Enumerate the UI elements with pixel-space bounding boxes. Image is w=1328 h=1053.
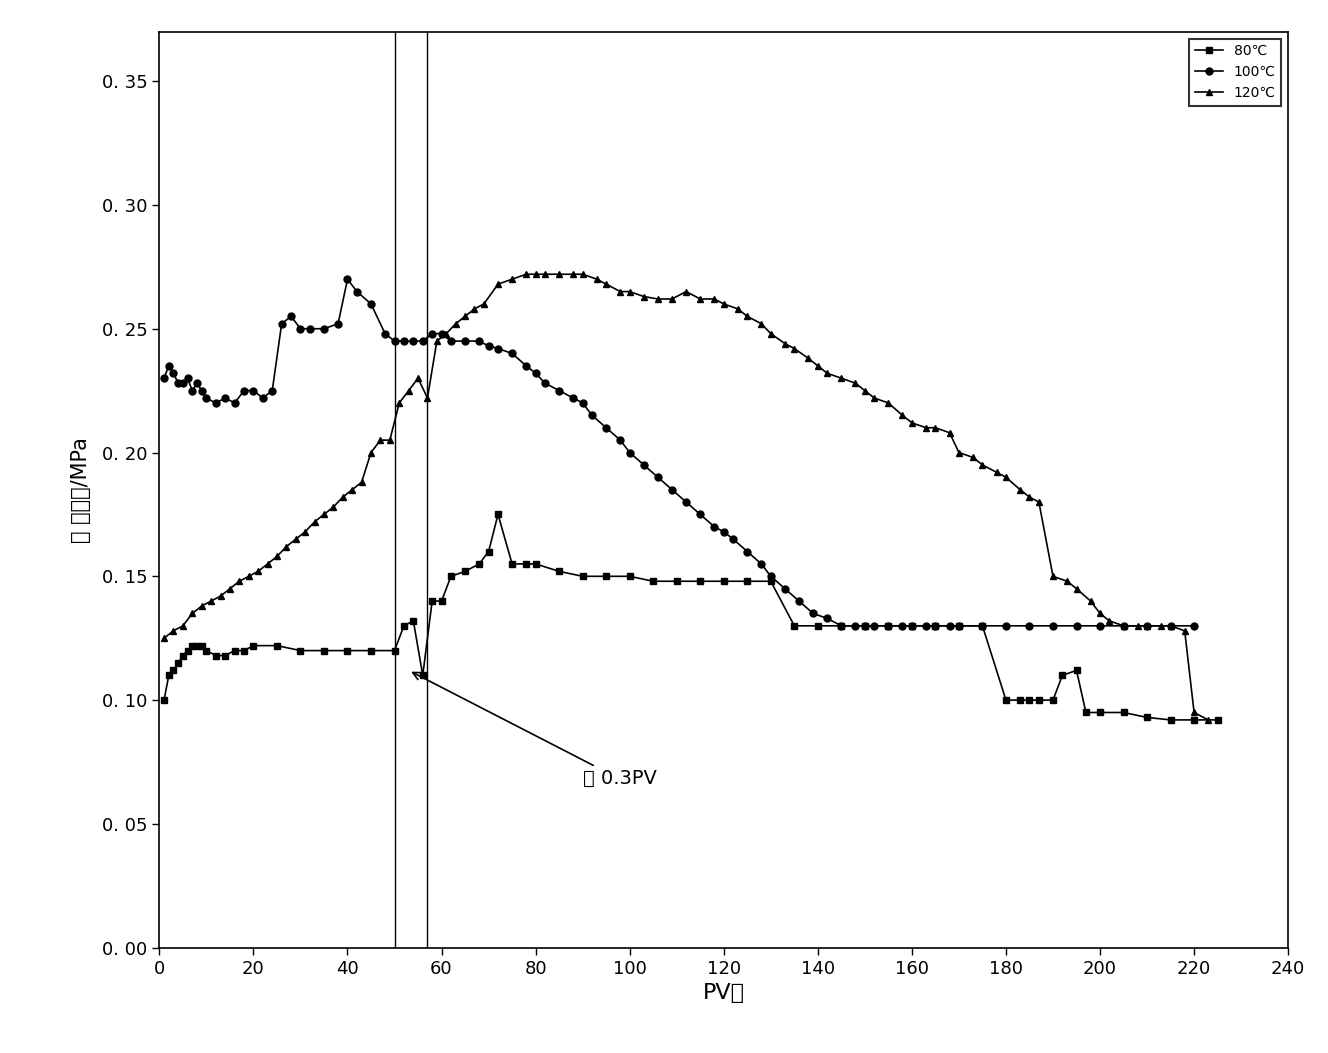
100℃: [566, 392, 582, 404]
120℃: [918, 421, 934, 434]
100℃: [1116, 619, 1131, 632]
Y-axis label: 注 采压力/MPa: 注 采压力/MPa: [70, 437, 90, 542]
120℃: [880, 397, 896, 410]
80℃: [490, 509, 506, 521]
100℃: [386, 335, 402, 347]
120℃: [927, 421, 943, 434]
100℃: [414, 335, 430, 347]
Legend: 80℃, 100℃, 120℃: 80℃, 100℃, 120℃: [1189, 39, 1282, 105]
100℃: [1186, 619, 1202, 632]
80℃: [505, 558, 521, 571]
80℃: [457, 565, 473, 578]
Line: 80℃: 80℃: [161, 511, 1220, 723]
120℃: [1201, 714, 1216, 727]
80℃: [157, 694, 173, 707]
100℃: [157, 372, 173, 384]
80℃: [1162, 714, 1178, 727]
80℃: [1092, 707, 1108, 719]
80℃: [179, 644, 195, 657]
100℃: [246, 384, 262, 397]
Text: 注 0.3PV: 注 0.3PV: [413, 673, 656, 789]
Line: 120℃: 120℃: [161, 271, 1211, 723]
80℃: [951, 619, 967, 632]
120℃: [157, 632, 173, 644]
120℃: [316, 509, 332, 521]
120℃: [194, 600, 210, 613]
120℃: [857, 384, 872, 397]
120℃: [518, 267, 534, 280]
100℃: [377, 327, 393, 340]
100℃: [834, 619, 850, 632]
80℃: [1210, 714, 1226, 727]
Line: 100℃: 100℃: [161, 276, 1198, 630]
80℃: [194, 639, 210, 652]
X-axis label: PV数: PV数: [703, 984, 745, 1004]
100℃: [340, 273, 356, 285]
